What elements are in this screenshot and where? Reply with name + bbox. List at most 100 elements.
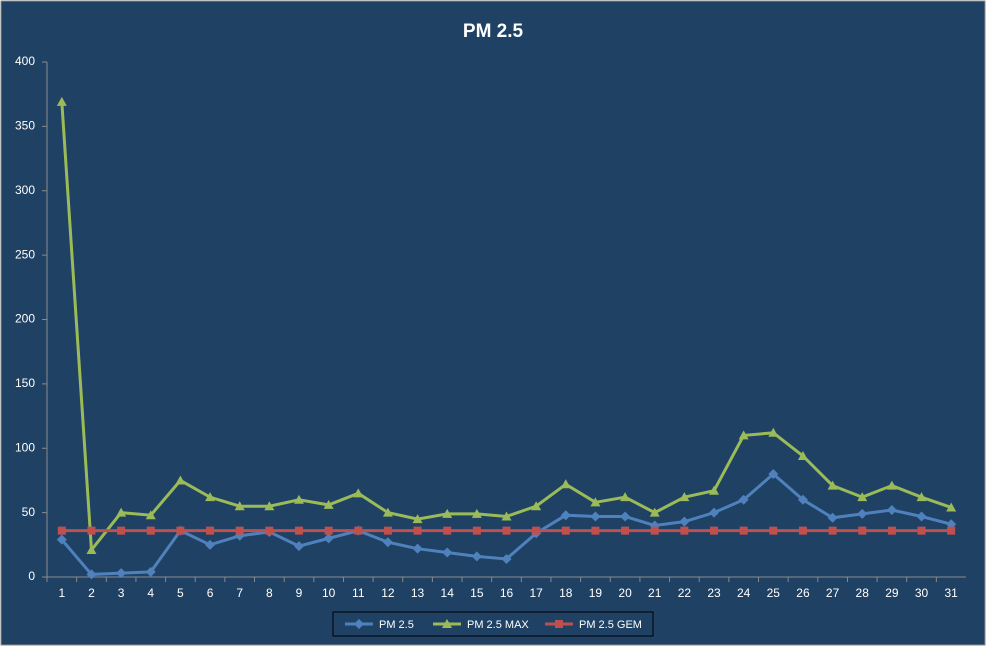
data-point	[265, 526, 274, 535]
data-point	[382, 537, 393, 548]
data-point	[57, 526, 66, 535]
x-tick-label: 18	[559, 586, 573, 600]
data-point	[382, 507, 393, 517]
data-point	[353, 488, 364, 498]
legend-label: PM 2.5 MAX	[467, 619, 529, 631]
y-tick-label: 300	[15, 183, 35, 197]
data-point	[443, 526, 452, 535]
data-point	[86, 569, 97, 580]
data-point	[886, 505, 897, 516]
data-point	[887, 526, 896, 535]
data-point	[176, 526, 185, 535]
data-point	[205, 539, 216, 550]
x-tick-label: 20	[618, 586, 632, 600]
x-tick-label: 8	[266, 586, 273, 600]
y-tick-label: 150	[15, 376, 35, 390]
x-tick-label: 21	[648, 586, 662, 600]
data-point	[621, 526, 630, 535]
x-tick-label: 12	[381, 586, 395, 600]
data-point	[205, 492, 216, 502]
legend-label: PM 2.5 GEM	[579, 619, 642, 631]
data-point	[471, 551, 482, 562]
data-point	[710, 526, 719, 535]
x-tick-label: 17	[529, 586, 543, 600]
data-point	[827, 480, 838, 490]
data-point	[175, 475, 186, 485]
data-point	[946, 502, 957, 512]
data-point	[917, 526, 926, 535]
data-point	[858, 526, 867, 535]
x-tick-label: 24	[737, 586, 751, 600]
y-tick-label: 400	[15, 54, 35, 68]
data-point	[87, 526, 96, 535]
data-point	[768, 427, 779, 437]
legend-marker	[354, 619, 364, 629]
data-point	[56, 534, 67, 545]
data-point	[916, 511, 927, 522]
data-point	[738, 430, 749, 440]
data-point	[56, 96, 67, 106]
legend-marker	[442, 619, 452, 628]
data-point	[857, 492, 868, 502]
x-tick-label: 3	[118, 586, 125, 600]
data-point	[413, 526, 422, 535]
x-tick-label: 26	[796, 586, 810, 600]
data-point	[532, 526, 541, 535]
data-point	[501, 553, 512, 564]
data-point	[264, 501, 275, 511]
x-tick-label: 1	[58, 586, 65, 600]
data-point	[649, 507, 660, 517]
data-point	[591, 526, 600, 535]
x-tick-label: 5	[177, 586, 184, 600]
x-tick-label: 23	[707, 586, 721, 600]
x-tick-label: 19	[589, 586, 603, 600]
data-point	[531, 501, 542, 511]
chart-title: PM 2.5	[463, 21, 524, 42]
data-point	[886, 480, 897, 490]
data-point	[472, 526, 481, 535]
y-tick-label: 50	[22, 505, 36, 519]
data-point	[827, 512, 838, 523]
x-tick-label: 28	[856, 586, 870, 600]
x-tick-label: 25	[767, 586, 781, 600]
data-point	[797, 494, 808, 505]
data-point	[412, 543, 423, 554]
x-tick-label: 7	[236, 586, 243, 600]
y-tick-label: 200	[15, 312, 35, 326]
x-tick-label: 4	[147, 586, 154, 600]
x-tick-label: 16	[500, 586, 514, 600]
x-tick-label: 13	[411, 586, 425, 600]
x-tick-label: 9	[296, 586, 303, 600]
data-point	[501, 511, 512, 521]
x-tick-label: 10	[322, 586, 336, 600]
data-point	[561, 526, 570, 535]
data-point	[798, 526, 807, 535]
data-point	[680, 526, 689, 535]
data-point	[146, 526, 155, 535]
x-tick-label: 30	[915, 586, 929, 600]
data-point	[502, 526, 511, 535]
data-point	[354, 526, 363, 535]
data-point	[294, 526, 303, 535]
data-point	[916, 492, 927, 502]
data-point	[739, 526, 748, 535]
data-point	[412, 514, 423, 524]
legend-box	[332, 611, 654, 637]
x-tick-label: 27	[826, 586, 840, 600]
data-point	[442, 508, 453, 518]
data-point	[797, 450, 808, 460]
data-point	[86, 544, 97, 554]
data-point	[679, 492, 690, 502]
data-point	[709, 485, 720, 495]
data-point	[620, 492, 631, 502]
x-tick-label: 31	[944, 586, 958, 600]
data-point	[117, 526, 126, 535]
data-point	[857, 508, 868, 519]
data-point	[471, 508, 482, 518]
data-point	[293, 494, 304, 504]
data-point	[293, 541, 304, 552]
data-point	[116, 507, 127, 517]
data-point	[323, 499, 334, 509]
